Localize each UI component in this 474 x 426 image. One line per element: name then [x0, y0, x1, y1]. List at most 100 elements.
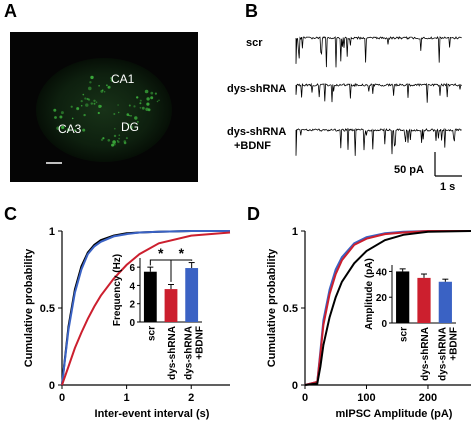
fluorescent-cell [61, 125, 65, 130]
trace-label-dys-shrna-bdnf-line2: +BDNF [234, 140, 271, 152]
fluorescent-cell [156, 100, 159, 103]
fluorescent-cell [117, 140, 120, 144]
series-line-dys-shRNA-BDNF [61, 230, 230, 386]
x-tick-label: 1 [124, 392, 130, 404]
y-tick-label: 0.5 [283, 303, 298, 315]
fluorescent-cell [71, 117, 74, 120]
fluorescent-cell [93, 99, 96, 103]
fluorescent-cell [61, 132, 64, 134]
fluorescent-cell [146, 102, 150, 106]
inset-y-tick-label: 0 [129, 318, 135, 329]
fluorescent-cell [154, 92, 157, 95]
fluorescent-cell [117, 104, 119, 106]
fluorescent-cell [98, 85, 100, 87]
fluorescent-cell [67, 129, 70, 132]
fluorescent-cell [74, 129, 77, 132]
fluorescent-cell [88, 86, 92, 91]
fluorescent-cell [95, 101, 98, 103]
bar-dys-shRNA-BDNF [438, 281, 452, 323]
fluorescent-cell [118, 134, 121, 136]
inset-y-tick-label: 0 [381, 319, 387, 330]
inset-category-label: dys-shRNA [184, 326, 195, 380]
fluorescent-cell [130, 115, 132, 117]
fluorescent-cell [133, 105, 136, 108]
fluorescent-cell [114, 127, 116, 130]
fluorescent-cell [113, 134, 117, 138]
fluorescent-cell [110, 76, 113, 80]
trace-dys-shrna-bdnf [295, 127, 462, 156]
x-tick-label: 200 [419, 392, 437, 404]
fluorescent-cell [146, 97, 150, 101]
panel-label-a: A [4, 1, 17, 21]
x-tick-label: 100 [357, 392, 375, 404]
fluorescent-cell [93, 102, 96, 105]
fluorescent-cell [123, 140, 127, 143]
panel-label-d: D [247, 204, 260, 224]
panel-label-c: C [4, 204, 17, 224]
fluorescent-cell [136, 96, 139, 99]
fluorescent-cell [111, 143, 115, 147]
y-tick-label: 0.5 [40, 303, 55, 315]
fluorescent-cell [128, 104, 131, 107]
significance-star: * [179, 245, 185, 261]
fluorescent-cell [53, 108, 57, 112]
fluorescent-cells [53, 75, 160, 147]
fluorescent-cell [129, 125, 133, 129]
trace-label-scr: scr [246, 37, 263, 49]
fluorescent-cell [127, 123, 130, 126]
x-tick-label: 2 [188, 392, 194, 404]
fluorescent-cell [139, 99, 142, 102]
y-tick-label: 0 [49, 380, 55, 392]
x-axis-label: Inter-event interval (s) [95, 408, 210, 420]
bar-dys-shRNA [417, 277, 431, 323]
fluorescent-cell [113, 113, 116, 115]
bar-scr [143, 271, 157, 322]
fluorescent-cell [80, 104, 83, 107]
fluorescent-cell [56, 126, 60, 130]
y-tick-label: 1 [292, 226, 298, 238]
fluorescent-cell [110, 79, 114, 82]
trace-label-dys-shrna: dys-shRNA [227, 83, 286, 95]
bar-scr [396, 271, 410, 323]
fluorescent-cell [106, 84, 108, 87]
scalebar-x-label: 1 s [440, 181, 455, 193]
y-tick-label: 0 [292, 380, 298, 392]
inset-y-tick-label: 20 [376, 293, 388, 304]
fluorescent-cell [150, 91, 154, 95]
series-line-dys-shRNA [304, 230, 471, 386]
region-label-dg: DG [121, 120, 139, 134]
fluorescent-cell [125, 137, 128, 140]
fluorescent-cell [100, 138, 104, 141]
region-label-ca3: CA3 [58, 122, 82, 136]
fluorescent-cell [150, 96, 154, 100]
fluorescent-cell [103, 90, 106, 93]
x-axis-label: mIPSC Amplitude (pA) [336, 408, 453, 420]
fluorescent-cell [139, 102, 142, 105]
trace-scr [295, 36, 462, 68]
bar-dys-shRNA [164, 289, 178, 322]
fluorescent-cell [112, 140, 116, 144]
inset-y-tick-label: 6 [129, 263, 135, 274]
chart-c: 0 0.5 1 0 1 2 Inter-event interval (s) Cumulati… [23, 226, 231, 420]
inset-category-label: dys-shRNA [437, 327, 448, 381]
fluorescent-cell [97, 111, 100, 115]
trace-dys-shrna [295, 82, 462, 103]
inset-category-label: dys-shRNA [167, 326, 178, 380]
fluorescent-cell [70, 105, 73, 108]
bar-dys-shRNA-BDNF [185, 268, 199, 322]
fluorescent-cell [102, 137, 105, 140]
fluorescent-cell [107, 139, 111, 142]
inset-y-axis-label: Frequency (Hz) [112, 254, 123, 326]
region-label-ca1: CA1 [111, 72, 135, 86]
fluorescent-cell [60, 111, 64, 115]
fluorescent-cell [118, 111, 120, 114]
inset-y-axis-label: Amplitude (pA) [364, 258, 375, 330]
fluorescent-cell [118, 137, 120, 140]
fluorescent-cell [90, 75, 94, 80]
series-line-scr [304, 230, 472, 386]
trace-label-dys-shrna-bdnf-line1: dys-shRNA [227, 126, 286, 138]
scalebar-y-label: 50 pA [394, 164, 424, 176]
fluorescent-cell [141, 106, 145, 110]
